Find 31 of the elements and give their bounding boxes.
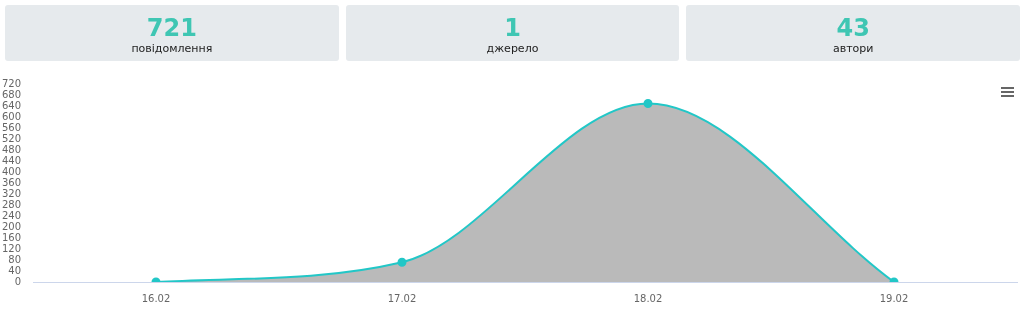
y-tick-label: 640 xyxy=(1,99,21,111)
y-tick-label: 520 xyxy=(1,132,21,144)
data-label: 721 xyxy=(145,14,198,42)
y-tick-label: 0 xyxy=(14,275,21,287)
y-tick-label: 80 xyxy=(8,253,21,265)
category-label: джерело xyxy=(485,42,540,56)
y-tick-label: 600 xyxy=(1,110,21,122)
y-tick-label: 240 xyxy=(1,209,21,221)
x-tick-label: 19.02 xyxy=(879,292,909,304)
y-tick-label: 360 xyxy=(1,176,21,188)
point xyxy=(397,257,407,267)
x-tick-label: 17.02 xyxy=(387,292,417,304)
y-tick-label: 720 xyxy=(1,77,21,89)
point xyxy=(643,99,653,109)
y-tick-label: 680 xyxy=(1,88,21,100)
y-tick-label: 560 xyxy=(1,121,21,133)
y-tick-label: 400 xyxy=(1,165,21,177)
data-label: 1 xyxy=(503,14,522,42)
y-tick-label: 320 xyxy=(1,187,21,199)
y-tick-label: 440 xyxy=(1,154,21,166)
data-label: 43 xyxy=(835,14,871,42)
y-tick-label: 160 xyxy=(1,231,21,243)
y-tick-label: 200 xyxy=(1,220,21,232)
x-tick-label: 18.02 xyxy=(633,292,663,304)
y-tick-label: 40 xyxy=(8,264,21,276)
y-tick-label: 120 xyxy=(1,242,21,254)
x-tick-label: 16.02 xyxy=(141,292,171,304)
category-label: повідомлення xyxy=(130,42,214,56)
y-tick-label: 280 xyxy=(1,198,21,210)
y-tick-label: 480 xyxy=(1,143,21,155)
category-label: автори xyxy=(831,42,875,56)
